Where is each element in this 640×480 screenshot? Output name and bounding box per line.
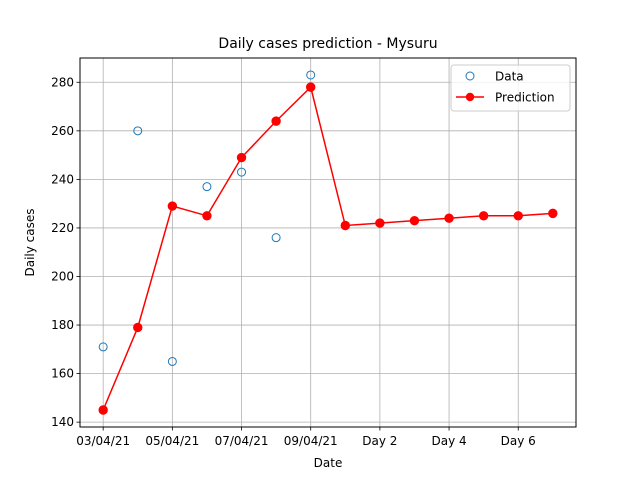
plot-frame [79, 57, 577, 428]
prediction-point [548, 208, 558, 219]
x-tick-label: 05/04/21 [145, 434, 199, 448]
legend-data-marker [465, 71, 475, 81]
data-point [271, 233, 281, 243]
x-tick-label: Day 2 [362, 434, 397, 448]
prediction-point [513, 211, 523, 221]
y-tick-label: 220 [51, 221, 74, 235]
legend-box [450, 64, 571, 112]
prediction-point [375, 218, 385, 228]
axes: 140 160 180 200 220 240 260 280 03/04/21 05/04/21… [51, 75, 536, 448]
data-point [306, 70, 316, 80]
legend-prediction-label: Prediction [495, 91, 555, 105]
prediction-point [236, 152, 247, 163]
series-layer [98, 70, 558, 415]
y-tick-label: 160 [51, 367, 74, 381]
y-axis-label: Daily cases [23, 208, 37, 276]
prediction-point [478, 211, 489, 221]
data-point [202, 182, 212, 192]
prediction-point [98, 405, 108, 415]
prediction-point [340, 220, 350, 231]
prediction-point [202, 211, 212, 221]
legend: Data Prediction [450, 64, 571, 112]
x-tick-label: 07/04/21 [215, 434, 269, 448]
y-tick-label: 260 [51, 124, 74, 138]
y-tick-label: 140 [51, 415, 74, 429]
prediction-point [306, 82, 316, 92]
prediction-line [102, 85, 553, 411]
x-axis-label: Date [314, 456, 343, 470]
data-point [237, 167, 247, 177]
data-point [98, 342, 108, 352]
legend-prediction-marker [465, 92, 475, 102]
x-tick-label: Day 6 [501, 434, 536, 448]
x-tick-label: 03/04/21 [76, 434, 130, 448]
chart-title: Daily cases prediction - Mysuru [218, 36, 437, 52]
prediction-point [133, 322, 143, 333]
x-tick-label: Day 4 [431, 434, 466, 448]
legend-data-label: Data [495, 70, 524, 84]
y-tick-label: 200 [51, 269, 74, 283]
prediction-point [409, 215, 420, 226]
grid [80, 58, 576, 427]
data-point [133, 126, 143, 136]
prediction-point [271, 116, 281, 126]
y-tick-label: 240 [51, 172, 74, 186]
y-tick-label: 180 [51, 318, 74, 332]
prediction-point [444, 213, 454, 223]
prediction-point [167, 201, 178, 211]
data-point [167, 356, 177, 366]
x-tick-label: 09/04/21 [284, 434, 338, 448]
y-tick-label: 280 [51, 75, 74, 89]
